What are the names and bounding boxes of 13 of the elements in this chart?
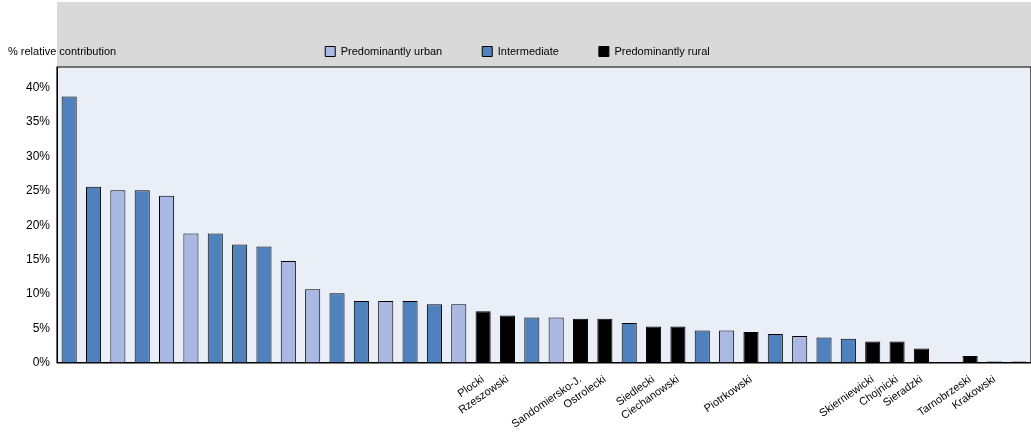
legend-label: Predominantly rural <box>614 44 710 57</box>
y-tick-label: 25% <box>25 183 51 198</box>
y-tick-label: 40% <box>25 79 51 94</box>
y-tick-label: 30% <box>25 148 51 163</box>
y-tick-label: 10% <box>25 286 51 301</box>
legend-label: Intermediate <box>497 44 559 57</box>
y-tick-label: 15% <box>25 251 51 266</box>
y-tick-label: 0% <box>32 355 51 370</box>
y-tick-label: 20% <box>25 217 51 232</box>
y-tick-label: 5% <box>32 320 51 335</box>
y-axis-title: % relative contribution <box>8 44 117 57</box>
y-tick-label: 35% <box>25 114 51 129</box>
legend-label: Predominantly urban <box>340 44 443 57</box>
